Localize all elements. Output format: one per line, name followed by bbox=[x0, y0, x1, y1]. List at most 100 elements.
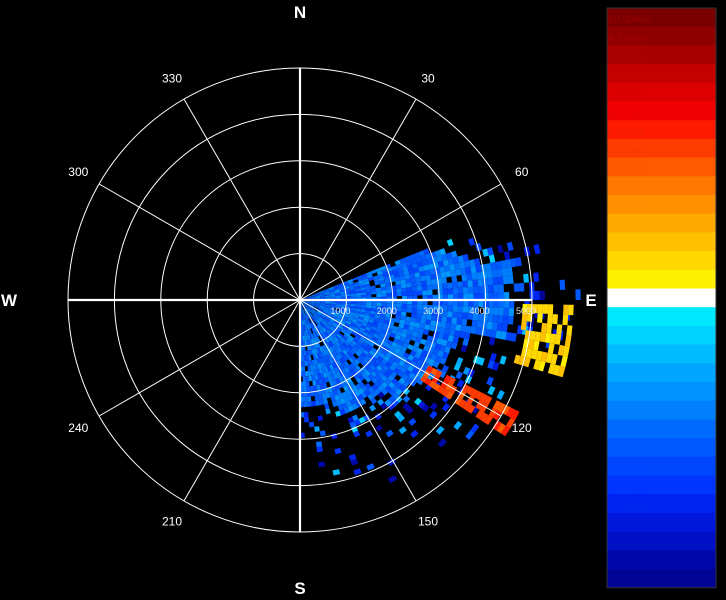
positive-velocity-cell bbox=[546, 323, 553, 334]
velocity-cell bbox=[304, 319, 307, 325]
velocity-cell bbox=[335, 318, 342, 322]
velocity-cell bbox=[335, 410, 342, 417]
velocity-cell bbox=[344, 332, 350, 338]
velocity-cell bbox=[366, 324, 372, 329]
legend-label: 0.67m/s bbox=[608, 276, 645, 288]
legend-swatch bbox=[607, 512, 716, 533]
velocity-cell bbox=[365, 291, 372, 295]
velocity-cell bbox=[316, 318, 322, 323]
velocity-cell bbox=[380, 286, 387, 291]
velocity-cell bbox=[431, 315, 437, 322]
velocity-cell bbox=[423, 264, 430, 271]
velocity-cell bbox=[334, 447, 342, 455]
velocity-cell bbox=[384, 399, 392, 407]
velocity-cell bbox=[342, 326, 349, 331]
velocity-cell bbox=[311, 400, 316, 407]
velocity-cell bbox=[327, 359, 332, 366]
velocity-cell bbox=[379, 368, 387, 375]
legend-swatch bbox=[607, 251, 716, 271]
positive-velocity-cell bbox=[479, 412, 489, 423]
velocity-cell bbox=[345, 303, 351, 306]
velocity-cell bbox=[373, 317, 380, 322]
legend-swatch bbox=[607, 325, 716, 346]
velocity-cell bbox=[338, 352, 344, 359]
positive-velocity-cell bbox=[534, 331, 541, 342]
velocity-cell bbox=[411, 308, 417, 314]
velocity-cell bbox=[426, 309, 433, 316]
velocity-cell bbox=[339, 309, 345, 313]
velocity-cell bbox=[347, 394, 354, 401]
velocity-cell bbox=[460, 325, 467, 333]
velocity-cell bbox=[304, 309, 308, 314]
velocity-cell bbox=[447, 282, 453, 289]
legend-swatch bbox=[607, 363, 716, 383]
velocity-cell bbox=[312, 315, 317, 321]
velocity-cell bbox=[398, 384, 407, 392]
velocity-cell bbox=[374, 412, 382, 421]
velocity-cell bbox=[473, 306, 479, 314]
velocity-cell bbox=[380, 309, 387, 314]
positive-velocity-cell bbox=[506, 407, 515, 418]
velocity-cell bbox=[322, 311, 328, 315]
velocity-cell bbox=[432, 300, 438, 306]
velocity-cell bbox=[327, 311, 334, 315]
velocity-cell bbox=[315, 348, 319, 354]
velocity-cell bbox=[409, 379, 417, 387]
velocity-cell bbox=[304, 301, 310, 304]
velocity-cell bbox=[488, 292, 494, 300]
velocity-cell bbox=[396, 292, 402, 297]
velocity-cell bbox=[308, 312, 313, 317]
velocity-cell bbox=[325, 323, 331, 329]
velocity-cell bbox=[314, 395, 320, 401]
velocity-cell bbox=[320, 313, 326, 318]
velocity-cell bbox=[327, 321, 333, 326]
velocity-cell bbox=[304, 335, 307, 341]
velocity-cell bbox=[358, 387, 365, 395]
velocity-cell bbox=[349, 287, 356, 291]
velocity-cell bbox=[374, 281, 381, 286]
velocity-cell bbox=[301, 310, 303, 316]
velocity-cell bbox=[403, 270, 410, 276]
velocity-cell bbox=[436, 278, 442, 285]
velocity-cell bbox=[361, 302, 367, 306]
velocity-cell bbox=[442, 288, 448, 295]
velocity-cell bbox=[309, 303, 315, 306]
velocity-cell bbox=[303, 320, 305, 326]
velocity-cell bbox=[408, 417, 417, 426]
velocity-cell bbox=[338, 284, 344, 288]
velocity-cell bbox=[493, 307, 499, 316]
velocity-cell bbox=[464, 260, 471, 268]
velocity-cell bbox=[481, 321, 488, 329]
velocity-cell bbox=[302, 309, 304, 315]
positive-velocity-cell bbox=[566, 325, 573, 337]
azimuth-label: 210 bbox=[162, 515, 182, 529]
velocity-cell bbox=[482, 248, 489, 257]
velocity-cell bbox=[313, 369, 318, 376]
velocity-cell bbox=[362, 341, 369, 348]
velocity-cell bbox=[325, 295, 331, 298]
velocity-cell bbox=[302, 356, 305, 362]
velocity-cell bbox=[303, 345, 306, 351]
velocity-cell bbox=[368, 331, 375, 337]
velocity-cell bbox=[350, 303, 356, 307]
velocity-cell bbox=[488, 300, 494, 308]
velocity-cell bbox=[320, 322, 325, 327]
velocity-cell bbox=[310, 297, 316, 299]
velocity-cell bbox=[318, 306, 324, 310]
velocity-cell bbox=[391, 341, 398, 348]
velocity-cell bbox=[328, 328, 333, 334]
legend-swatch bbox=[607, 64, 716, 84]
velocity-cell bbox=[412, 300, 418, 305]
velocity-cell bbox=[383, 319, 390, 325]
velocity-cell bbox=[354, 310, 361, 314]
velocity-cell bbox=[355, 306, 361, 310]
velocity-cell bbox=[349, 311, 355, 315]
velocity-cell bbox=[317, 342, 321, 348]
velocity-cell bbox=[324, 355, 330, 361]
velocity-cell bbox=[477, 278, 484, 287]
velocity-cell bbox=[432, 294, 438, 300]
velocity-cell bbox=[382, 272, 389, 277]
velocity-cell bbox=[340, 304, 346, 307]
velocity-cell bbox=[411, 312, 417, 318]
velocity-cell bbox=[307, 365, 311, 371]
